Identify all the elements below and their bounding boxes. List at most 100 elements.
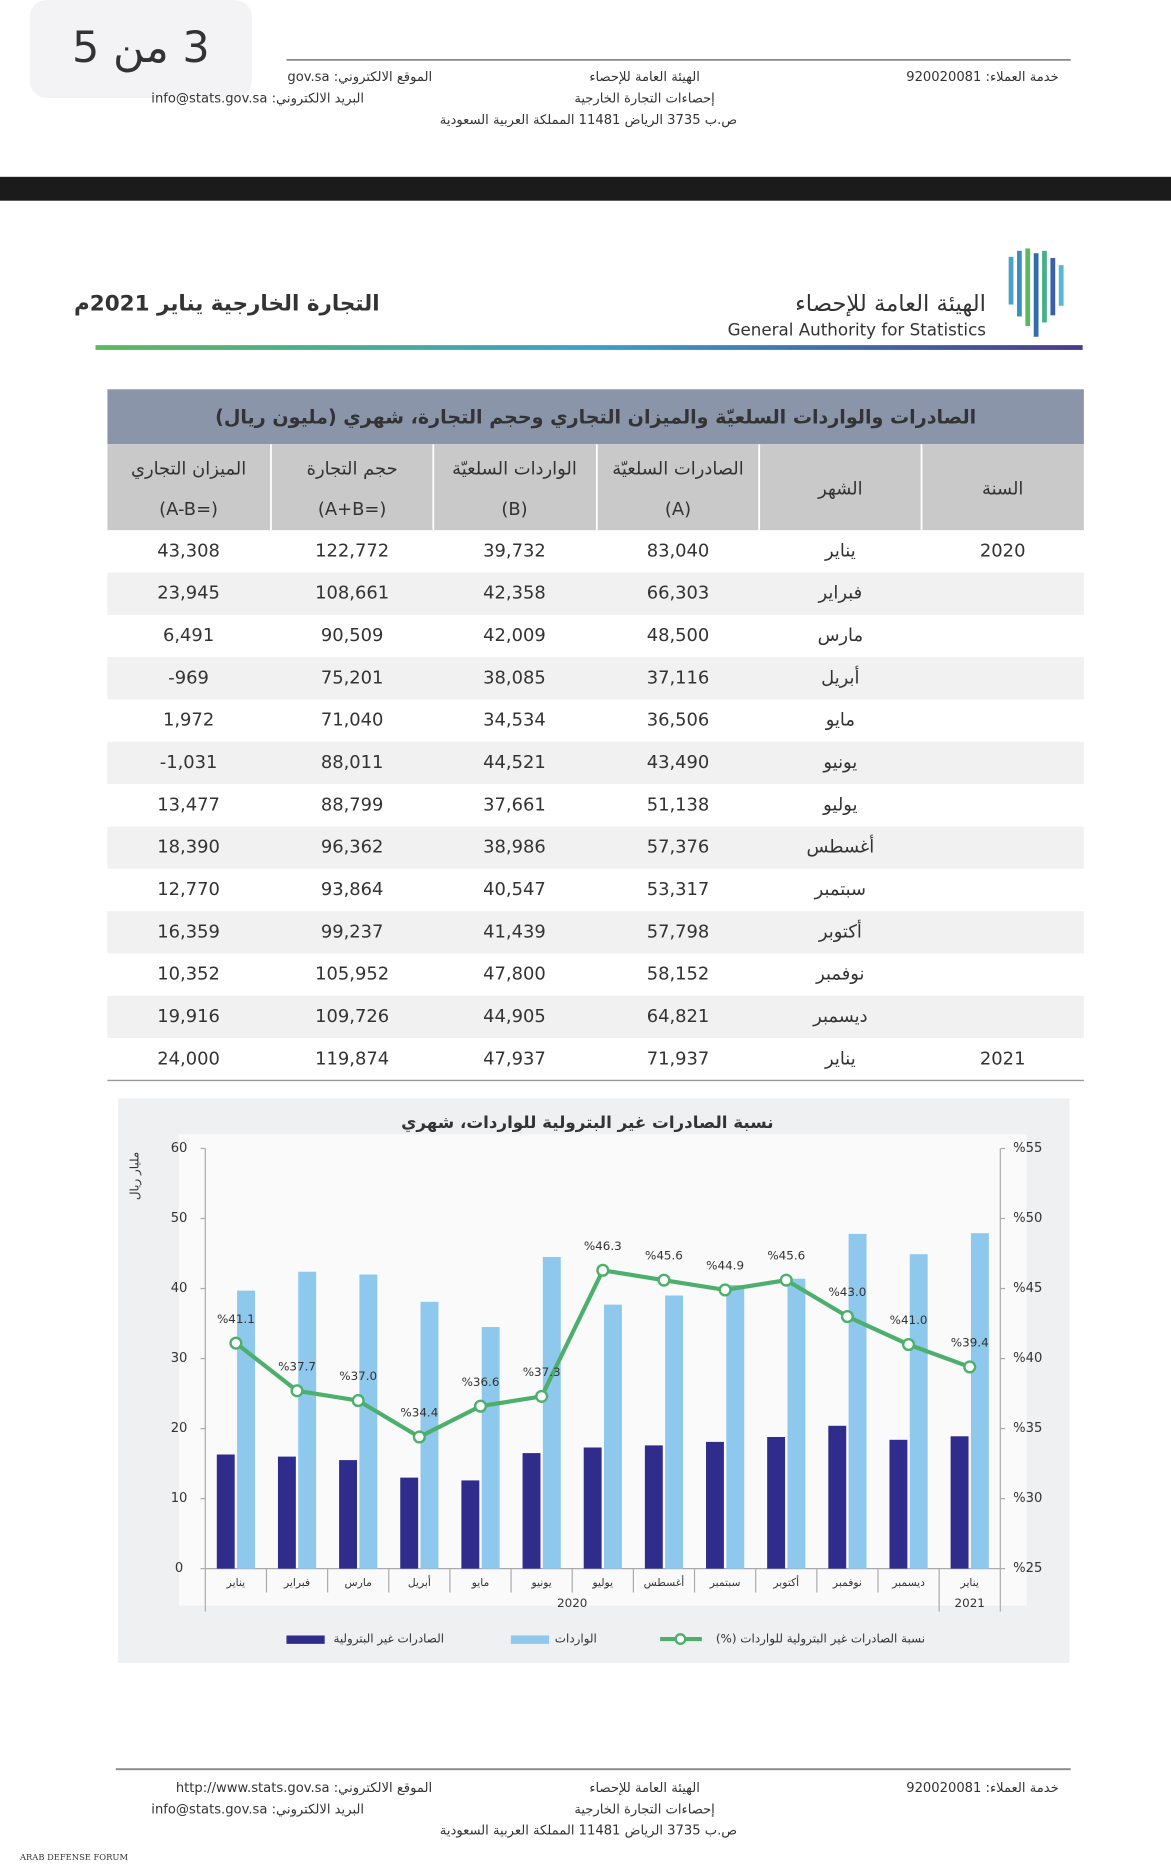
value-cell: 38,986: [483, 837, 546, 858]
value-cell: 44,905: [483, 1006, 546, 1027]
column-header: (B): [501, 499, 527, 520]
logo-arabic: الهيئة العامة للإحصاء: [795, 291, 986, 317]
dept-name: إحصاءات التجارة الخارجية: [574, 92, 715, 107]
month-cell: فبراير: [818, 583, 863, 604]
value-cell: 41,439: [483, 921, 546, 942]
data-label: %45.6: [767, 1249, 805, 1263]
ratio-marker: [229, 1336, 243, 1350]
x-tick-label: أبريل: [408, 1575, 431, 1589]
ratio-marker: [779, 1273, 793, 1287]
bar: [339, 1460, 358, 1569]
value-cell: 16,359: [157, 921, 220, 942]
x-tick-label: مايو: [471, 1576, 490, 1589]
ratio-marker: [718, 1283, 732, 1297]
email: البريد الالكتروني: info@stats.gov.sa: [151, 1802, 364, 1817]
month-cell: يوليو: [822, 794, 857, 815]
email: البريد الالكتروني: info@stats.gov.sa: [151, 92, 364, 107]
y-tick-label: 40: [171, 1281, 188, 1296]
value-cell: 42,009: [483, 625, 546, 646]
value-cell: 42,358: [483, 583, 546, 604]
value-cell: 96,362: [321, 837, 384, 858]
value-cell: 88,799: [321, 794, 384, 815]
data-label: %43.0: [828, 1285, 866, 1299]
x-tick-label: أغسطس: [644, 1575, 685, 1589]
y2-tick-label: %55: [1013, 1141, 1042, 1156]
logo-mark: [1008, 248, 1064, 337]
ratio-marker: [596, 1263, 610, 1277]
month-cell: سبتمبر: [814, 879, 866, 900]
ratio-marker: [902, 1337, 916, 1352]
value-cell: 38,085: [483, 667, 546, 688]
bar: [848, 1233, 867, 1569]
bar: [583, 1447, 602, 1569]
month-cell: يناير: [824, 1048, 856, 1069]
x-tick-label: مارس: [345, 1576, 372, 1589]
month-cell: أكتوبر: [818, 919, 862, 942]
bar: [400, 1477, 419, 1569]
address: ص.ب 3735 الرياض 11481 المملكة العربية ال…: [440, 1824, 737, 1839]
value-cell: 23,945: [157, 583, 220, 604]
page-badge: [29, 0, 252, 99]
value-cell: 36,506: [647, 710, 710, 731]
bar: [481, 1327, 500, 1569]
bar: [726, 1285, 745, 1569]
x-tick-label: يناير: [960, 1576, 979, 1589]
value-cell: 40,547: [483, 879, 546, 900]
data-label: %46.3: [584, 1239, 622, 1253]
ratio-marker: [412, 1430, 426, 1444]
value-cell: -969: [168, 667, 209, 688]
table-title: الصادرات والواردات السلعيّة والميزان الت…: [215, 405, 976, 429]
value-cell: 39,732: [483, 540, 546, 561]
month-cell: ديسمبر: [812, 1006, 868, 1027]
y-tick-label: 60: [171, 1141, 188, 1156]
value-cell: 105,952: [315, 964, 389, 985]
y-tick-label: 0: [175, 1561, 183, 1576]
year-label: 2021: [955, 1596, 985, 1610]
value-cell: 1,972: [163, 710, 214, 731]
legend-label: الواردات: [555, 1632, 597, 1647]
column-header: حجم التجارة: [307, 458, 398, 479]
year-label: 2020: [557, 1596, 587, 1610]
website: الموقع الالكتروني: gov.sa: [287, 70, 432, 85]
ratio-marker: [657, 1273, 671, 1287]
value-cell: 90,509: [321, 625, 384, 646]
title-rule: [95, 345, 1083, 350]
column-header: الصادرات السلعيّة: [612, 458, 743, 479]
bar: [706, 1441, 724, 1569]
ratio-marker: [963, 1360, 977, 1374]
value-cell: 71,040: [321, 710, 384, 731]
data-label: %41.0: [890, 1313, 928, 1327]
y-tick-label: 10: [171, 1491, 188, 1506]
data-label: %36.6: [462, 1375, 500, 1389]
value-cell: 12,770: [157, 879, 220, 900]
data-label: %41.1: [217, 1312, 255, 1326]
value-cell: 51,138: [647, 794, 710, 815]
y2-tick-label: %50: [1013, 1211, 1042, 1226]
bar: [420, 1301, 439, 1569]
value-cell: 19,916: [157, 1006, 220, 1027]
y-tick-label: 20: [171, 1421, 188, 1436]
bar: [644, 1445, 663, 1569]
value-cell: 57,798: [647, 921, 710, 942]
x-tick-label: يونيو: [530, 1576, 551, 1589]
x-tick-label: أكتوبر: [772, 1575, 799, 1589]
value-cell: 43,308: [157, 540, 220, 561]
column-header: الميزان التجاري: [131, 458, 246, 479]
data-label: %34.4: [400, 1406, 438, 1420]
bar: [298, 1271, 317, 1569]
value-cell: 53,317: [647, 879, 710, 900]
month-cell: يناير: [824, 540, 856, 561]
column-header: الشهر: [817, 479, 863, 500]
row-band: [107, 826, 1084, 869]
value-cell: 13,477: [157, 794, 220, 815]
value-cell: 88,011: [321, 752, 384, 773]
dept-name: إحصاءات التجارة الخارجية: [574, 1802, 715, 1817]
ratio-marker: [840, 1309, 854, 1324]
value-cell: 119,874: [315, 1048, 389, 1069]
row-band: [107, 741, 1084, 785]
data-label: %39.4: [951, 1336, 989, 1350]
y2-tick-label: %35: [1013, 1421, 1042, 1436]
y-tick-label: 30: [171, 1351, 188, 1366]
legend-marker: [674, 1633, 687, 1646]
value-cell: 122,772: [315, 540, 389, 561]
